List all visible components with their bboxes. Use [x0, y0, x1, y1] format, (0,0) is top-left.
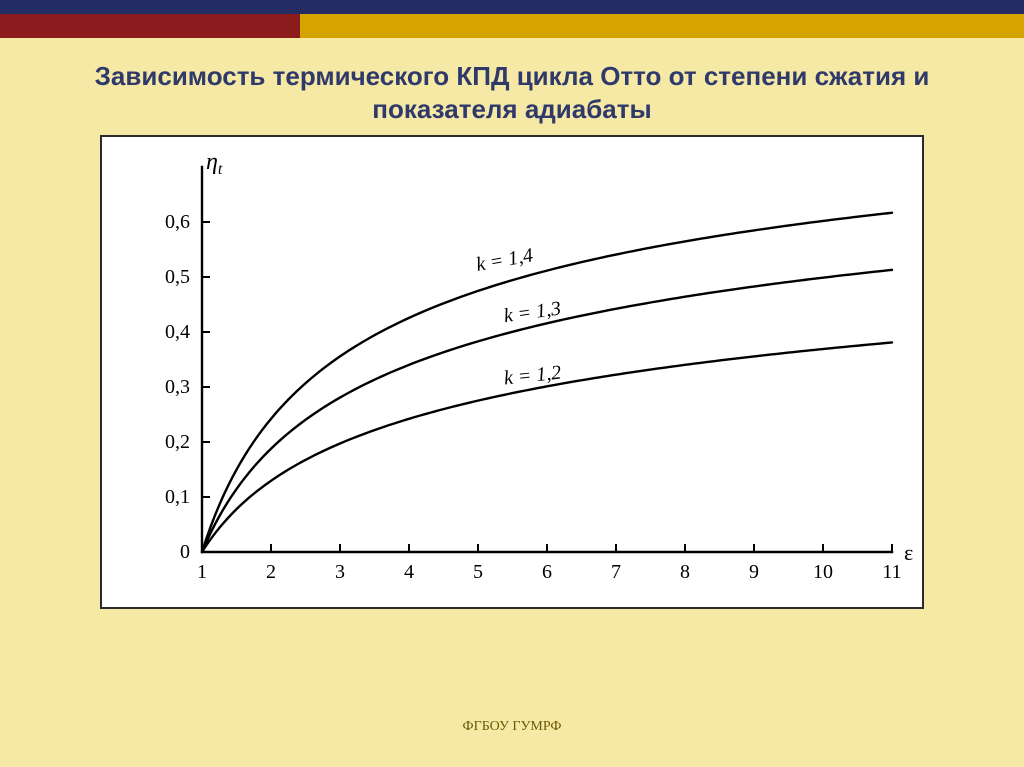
svg-text:0,1: 0,1 [165, 486, 190, 508]
svg-text:8: 8 [680, 561, 690, 583]
svg-text:0,6: 0,6 [165, 211, 190, 233]
svg-text:4: 4 [404, 561, 414, 583]
slide-title: Зависимость термического КПД цикла Отто … [40, 60, 984, 125]
svg-text:k = 1,4: k = 1,4 [474, 244, 534, 276]
top-border-bar [0, 0, 1024, 14]
svg-text:11: 11 [882, 561, 901, 583]
slide-footer: ФГБОУ ГУМРФ [0, 719, 1024, 735]
slide: Зависимость термического КПД цикла Отто … [0, 0, 1024, 767]
svg-text:0: 0 [180, 541, 190, 563]
svg-text:0,4: 0,4 [165, 321, 190, 343]
ribbon-right [300, 14, 1024, 38]
svg-text:7: 7 [611, 561, 621, 583]
ribbon-left [0, 14, 300, 38]
svg-text:10: 10 [813, 561, 833, 583]
svg-text:0,3: 0,3 [165, 376, 190, 398]
svg-text:3: 3 [335, 561, 345, 583]
svg-text:0,2: 0,2 [165, 431, 190, 453]
svg-text:6: 6 [542, 561, 552, 583]
svg-text:1: 1 [197, 561, 207, 583]
chart-frame: 1 2 3 4 5 6 7 8 9 10 11 0 0,1 0,2 0,3 0,4 0,5 0,6 ηt ε k = 1… [100, 135, 924, 609]
efficiency-chart: 1 2 3 4 5 6 7 8 9 10 11 0 0,1 0,2 0,3 0,4 0,5 0,6 ηt ε k = 1… [102, 137, 922, 607]
svg-text:5: 5 [473, 561, 483, 583]
svg-text:ε: ε [904, 540, 913, 565]
svg-text:0,5: 0,5 [165, 266, 190, 288]
svg-text:2: 2 [266, 561, 276, 583]
svg-text:9: 9 [749, 561, 759, 583]
ribbon-bar [0, 14, 1024, 38]
svg-text:ηt: ηt [206, 149, 223, 178]
